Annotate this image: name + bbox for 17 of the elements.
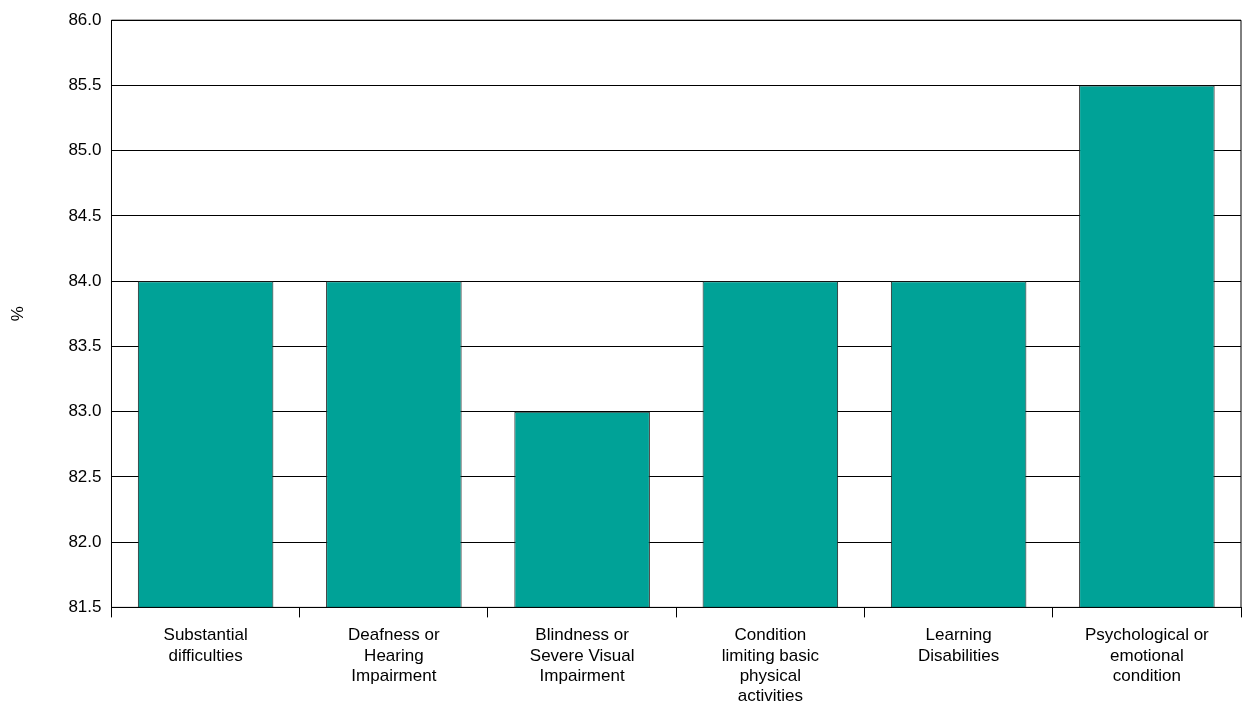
x-tick-label: Learning Disabilities <box>918 625 1000 665</box>
x-tick-label: Psychological or emotional condition <box>1084 625 1210 686</box>
y-tick-label: 82.5 <box>68 466 102 486</box>
y-tick-label: 81.5 <box>68 597 102 617</box>
y-tick-label: 83.0 <box>68 401 102 421</box>
y-tick-label: 85.0 <box>68 140 102 160</box>
x-tick-label: Condition limiting basic physical activities <box>721 625 820 706</box>
x-tick-label: Deafness or Hearing Impairment <box>348 625 441 686</box>
y-tick-label: 83.5 <box>68 336 102 356</box>
y-tick-label: 84.5 <box>68 205 102 225</box>
y-tick-label: 85.5 <box>68 75 102 95</box>
y-axis-title: % <box>7 306 27 322</box>
x-tick-label: Blindness or Severe Visual Impairment <box>529 625 635 686</box>
y-tick-label: 84.0 <box>68 270 102 290</box>
y-tick-label: 86.0 <box>68 9 102 29</box>
x-tick-label: Substantial difficulties <box>163 625 248 665</box>
y-tick-label: 82.0 <box>68 531 102 551</box>
